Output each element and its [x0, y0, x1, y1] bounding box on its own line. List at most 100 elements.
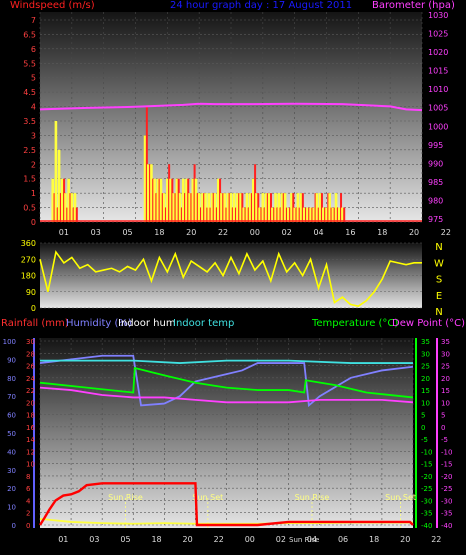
wind-speed-bar — [292, 193, 295, 222]
gust-bar — [325, 207, 328, 222]
gust-bar — [309, 207, 312, 222]
wind-speed-bar — [152, 178, 155, 222]
gust-bar — [306, 207, 309, 222]
y-tick-dew-point: 0 — [441, 424, 445, 432]
y-tick-dew-point: 15 — [441, 387, 450, 395]
y-tick-dew-point: 10 — [441, 399, 450, 407]
wind-speed-bar — [56, 207, 59, 222]
y-tick-rain: 10 — [26, 461, 35, 469]
y-tick-humidity: 60 — [7, 412, 16, 420]
wind-speed-bar — [149, 164, 152, 222]
gust-bar — [57, 149, 61, 222]
y-tick-direction: 90 — [26, 288, 36, 297]
gust-bar — [204, 193, 207, 222]
gust-bar — [287, 207, 290, 222]
wind-speed-bar — [66, 207, 69, 222]
wind-speed-bar — [263, 207, 266, 222]
gust-bar — [331, 207, 335, 222]
y-tick-humidity: 40 — [7, 448, 16, 456]
compass-label: S — [436, 275, 442, 286]
gust-bar — [216, 178, 220, 222]
gust-bar — [146, 164, 150, 222]
y-tick-dew-point: -10 — [441, 448, 452, 456]
y-tick-temperature: 10 — [421, 399, 430, 407]
x-tick: 22 — [441, 228, 451, 237]
gust-bar — [172, 193, 175, 222]
wind-speed-bar — [155, 193, 158, 222]
x-tick: 00 — [250, 228, 260, 237]
gust-bar — [337, 207, 341, 222]
wind-speed-bar — [174, 193, 177, 222]
y-tick-temperature: 20 — [421, 375, 430, 383]
wind-speed-bar — [53, 193, 56, 222]
wind-speed-bar — [161, 193, 164, 222]
sun-annotation: Sun Set — [192, 493, 223, 502]
wind-speed-bar — [209, 207, 212, 222]
wind-speed-bar — [219, 178, 222, 222]
y-tick-humidity: 100 — [3, 338, 16, 346]
y-tick-dew-point: 5 — [441, 412, 445, 420]
wind-speed-bar — [320, 193, 323, 222]
y-tick-direction: 270 — [21, 255, 36, 264]
wind-speed-bar — [59, 193, 62, 222]
gust-bar — [64, 193, 67, 222]
gust-bar — [280, 193, 284, 222]
rainfall-line — [38, 482, 414, 527]
y-tick-dew-point: -15 — [441, 461, 452, 469]
wind-speed-bar — [190, 193, 193, 222]
y-tick-dew-point: -30 — [441, 497, 452, 505]
x-tick: 20 — [400, 535, 410, 544]
y-tick-dew-point: 20 — [441, 375, 450, 383]
gust-bar — [264, 193, 268, 222]
wind-speed-bar — [298, 207, 301, 222]
gust-bar — [341, 207, 344, 222]
wind-speed-bar — [168, 164, 171, 222]
y-tick-rain: 18 — [26, 412, 35, 420]
y-tick-right: 1025 — [428, 30, 448, 39]
wind-speed-bar — [145, 106, 148, 222]
barometer-label: Barometer (hpa) — [372, 0, 455, 11]
x-tick: 05 — [122, 228, 132, 237]
y-tick-left: 5.5 — [23, 59, 36, 68]
gust-bar — [201, 193, 204, 222]
y-tick-left: 1.5 — [23, 175, 36, 184]
gust-bar — [232, 193, 236, 222]
y-tick-left: 0.5 — [23, 204, 36, 213]
wind-speed-bar — [257, 193, 260, 222]
x-tick: 18 — [369, 535, 379, 544]
y-tick-right: 1020 — [428, 48, 448, 57]
gust-bar — [242, 207, 246, 222]
sun-annotation: Sun Rise — [108, 493, 143, 502]
y-tick-temperature: 25 — [421, 363, 430, 371]
y-tick-humidity: 20 — [7, 485, 16, 493]
gust-bar — [296, 193, 300, 222]
panel-direction-background — [40, 243, 422, 308]
y-tick-right: 985 — [428, 178, 443, 187]
y-tick-rain: 2 — [26, 510, 30, 518]
gust-bar — [251, 178, 255, 222]
wind-speed-bar — [279, 207, 282, 222]
y-tick-temperature: -40 — [421, 522, 432, 530]
x-tick: 00 — [245, 535, 255, 544]
wind-speed-bar — [184, 193, 187, 222]
y-tick-temperature: -30 — [421, 497, 432, 505]
gust-bar — [166, 178, 169, 222]
gust-bar — [159, 178, 163, 222]
y-tick-rain: 8 — [26, 473, 30, 481]
sun-annotation: Sun Rise — [295, 493, 330, 502]
gust-bar — [245, 193, 249, 222]
wind-speed-bar — [270, 193, 272, 222]
wind-speed-bar — [187, 178, 190, 222]
y-tick-rain: 26 — [26, 363, 35, 371]
gust-bar — [185, 178, 188, 222]
y-tick-direction: 180 — [21, 272, 36, 281]
y-tick-dew-point: 30 — [441, 350, 450, 358]
y-tick-temperature: 35 — [421, 338, 430, 346]
temperature-line — [39, 366, 414, 399]
wind-speed-bar — [203, 193, 206, 222]
humidity-line — [39, 354, 414, 408]
wind-speed-bar — [273, 207, 276, 222]
gust-bar — [150, 164, 153, 222]
x-tick: 01 — [59, 228, 69, 237]
